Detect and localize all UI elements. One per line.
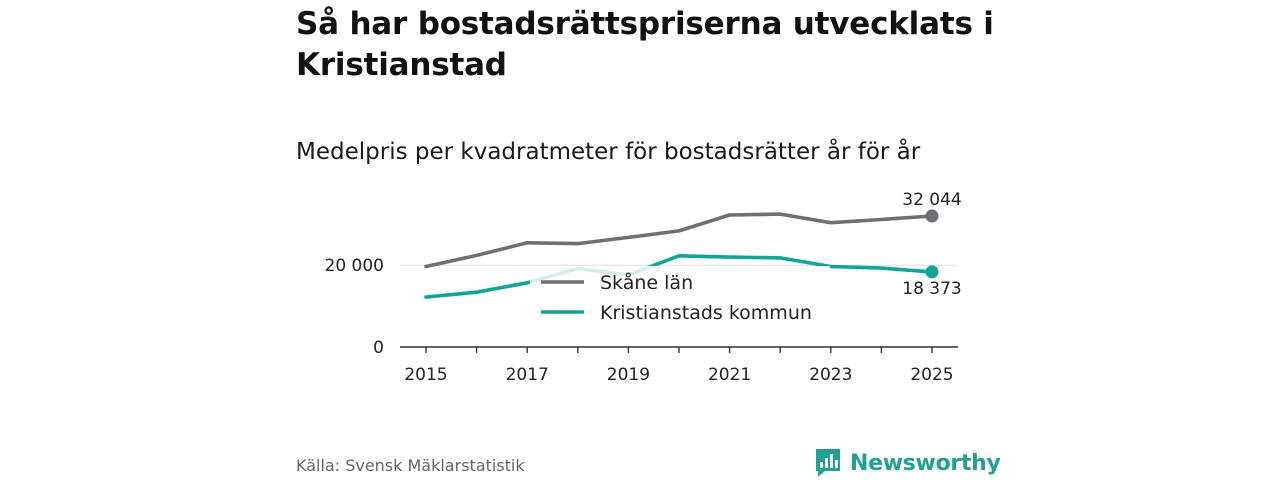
legend: Skåne län Kristianstads kommun [530,266,830,330]
source-note: Källa: Svensk Mäklarstatistik [296,456,525,475]
brand-name: Newsworthy [850,450,1001,476]
legend-label-1: Kristianstads kommun [600,302,812,324]
x-tick-label: 2019 [607,365,650,385]
x-axis: 2015 2017 2019 2021 2023 2025 [400,346,958,385]
end-value-label-0: 32 044 [902,190,961,210]
legend-label-0: Skåne län [600,271,693,294]
newsworthy-logo: Newsworthy [814,446,1001,480]
x-tick-label: 2021 [708,365,751,385]
chart-subtitle: Medelpris per kvadratmeter för bostadsrä… [296,139,921,165]
x-tick-label: 2025 [910,365,953,385]
bar-chart-logo-icon [816,449,840,477]
x-tick-label: 2017 [506,365,549,385]
end-labels: 32 044 18 373 [902,190,961,299]
chart-title: Så har bostadsrättspriserna utvecklats i… [296,6,994,83]
y-tick-label: 20 000 [325,256,384,276]
series-line-1 [424,254,934,299]
y-tick-label: 0 [373,338,384,358]
series-end-marker-1 [925,265,939,279]
x-tick-label: 2015 [404,365,447,385]
series-lines [424,209,939,299]
y-axis-labels: 0 20 000 [325,256,384,358]
end-value-label-1: 18 373 [902,279,961,299]
series-end-marker-0 [925,209,939,223]
legend-background [530,266,830,330]
series-line-0 [424,212,934,269]
x-tick-label: 2023 [809,365,852,385]
